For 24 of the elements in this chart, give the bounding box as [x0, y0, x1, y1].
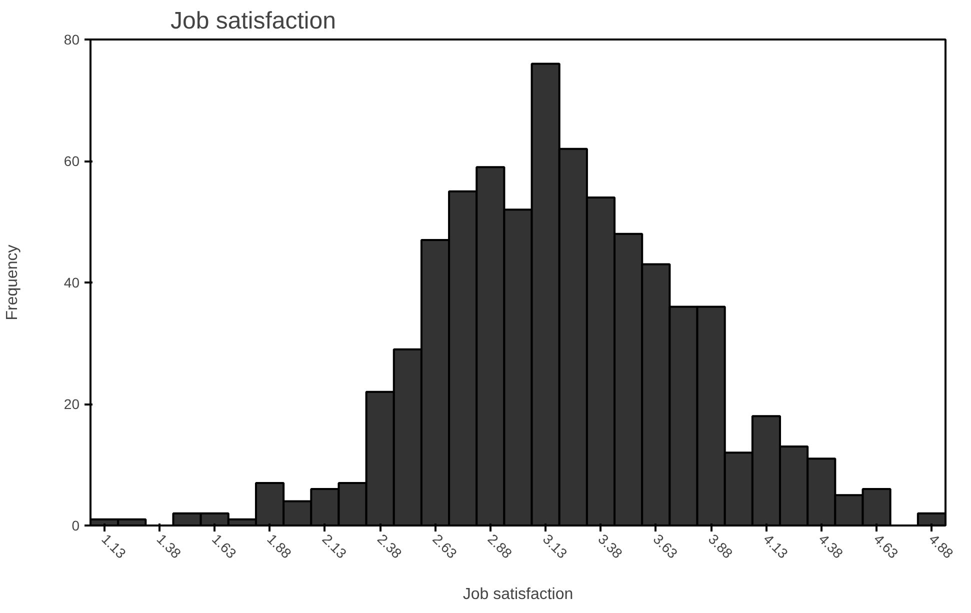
y-tick-label: 40 — [64, 274, 80, 290]
x-tick-label: 4.13 — [760, 530, 792, 562]
y-tick-label: 0 — [72, 518, 80, 534]
y-axis-title: Frequency — [4, 244, 21, 320]
x-axis-title: Job satisfaction — [462, 586, 574, 603]
x-tick-label: 3.38 — [595, 530, 626, 562]
x-tick-label: 4.38 — [816, 530, 846, 562]
x-tick-label: 1.63 — [208, 530, 240, 562]
x-tick-label: 1.13 — [98, 530, 130, 562]
x-tick-label: 3.63 — [650, 530, 681, 562]
y-tick-label: 60 — [64, 153, 80, 169]
y-tick-label: 20 — [64, 396, 80, 412]
x-tick-label: 4.63 — [870, 530, 902, 562]
x-tick-label: 1.88 — [264, 530, 295, 562]
x-tick-label: 2.13 — [319, 530, 350, 562]
x-tick-label: 2.38 — [374, 530, 406, 562]
x-tick-label: 4.88 — [926, 530, 957, 562]
y-tick-label: 80 — [64, 32, 80, 48]
chart-title: Job satisfaction — [170, 8, 336, 34]
x-tick-label: 3.88 — [705, 530, 736, 562]
x-tick-label: 1.38 — [154, 530, 185, 562]
x-tick-label: 2.88 — [484, 530, 516, 562]
x-tick-label: 3.13 — [540, 530, 571, 562]
x-tick-label: 2.63 — [430, 530, 460, 562]
